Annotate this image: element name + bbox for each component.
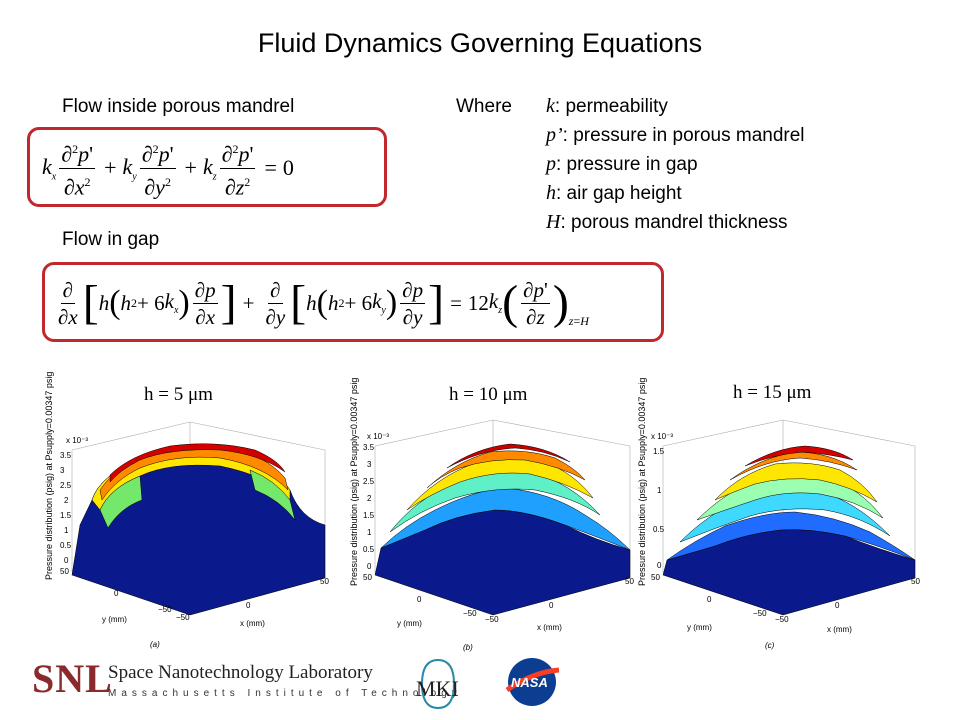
plot-c-scale: x 10⁻³ (651, 432, 674, 441)
svg-text:y (mm): y (mm) (397, 619, 422, 628)
svg-text:50: 50 (363, 573, 372, 582)
svg-text:2: 2 (64, 496, 69, 505)
plot-b-surface: 3.5 3 2.5 2 1.5 1 0.5 0 50 0 −50 0 50 −50 y (mm… (363, 419, 634, 652)
svg-text:1: 1 (64, 526, 69, 535)
svg-text:50: 50 (625, 577, 634, 586)
svg-text:x (mm): x (mm) (240, 619, 265, 628)
svg-text:0: 0 (114, 589, 119, 598)
svg-text:2: 2 (367, 494, 372, 503)
svg-text:x (mm): x (mm) (537, 623, 562, 632)
svg-text:2.5: 2.5 (363, 477, 375, 486)
where-label: Where (456, 96, 512, 117)
plot-a-label: h = 5 μm (144, 384, 213, 405)
svg-text:0: 0 (549, 601, 554, 610)
svg-text:0.5: 0.5 (363, 545, 375, 554)
variable-definitions: k: permeability p’: pressure in porous m… (546, 92, 805, 237)
svg-text:0.5: 0.5 (60, 541, 72, 550)
def-k: k: permeability (546, 95, 668, 117)
plot-c-surface: 1.5 1 0.5 0 50 0 −50 0 50 −50 y (mm) x (mm) (c… (651, 419, 920, 650)
surface-plot-c: Pressure distribution (psig) at Psupply=… (635, 350, 935, 655)
snl-logo: SNL (32, 656, 113, 701)
svg-text:50: 50 (60, 567, 69, 576)
plot-b-scale: x 10⁻³ (367, 432, 390, 441)
svg-text:1.5: 1.5 (60, 511, 72, 520)
gap-equation: ∂ ∂x [h(h 2 + 6 kx) ∂p ∂x] + ∂ ∂y [h(h 2 + 6 ky… (58, 276, 589, 329)
plot-a-scale: x 10⁻³ (66, 436, 89, 445)
svg-text:0: 0 (417, 595, 422, 604)
svg-text:1.5: 1.5 (653, 447, 665, 456)
svg-text:−50: −50 (753, 609, 767, 618)
institute-name: Massachusetts Institute of Technology (108, 688, 462, 699)
def-H: H: porous mandrel thickness (546, 211, 788, 233)
plot-a-zticks: 3.5 3 2.5 2 1.5 1 0.5 0 50 0 −50 0 50 −50 y (mm… (60, 451, 329, 649)
def-h: h: air gap height (546, 182, 682, 204)
svg-text:MKI: MKI (416, 676, 459, 701)
nasa-logo: NASA (503, 656, 561, 713)
plot-b-zticks: 3.5 3 2.5 2 1.5 1 0.5 0 50 0 −50 0 50 −50 y (mm… (363, 443, 634, 652)
svg-text:(a): (a) (150, 640, 160, 649)
svg-text:−50: −50 (485, 615, 499, 624)
svg-text:0: 0 (707, 595, 712, 604)
surface-plot-b: Pressure distribution (psig) at Psupply=… (345, 350, 645, 655)
svg-text:3: 3 (367, 460, 372, 469)
svg-text:0: 0 (64, 556, 69, 565)
svg-text:(c): (c) (765, 641, 775, 650)
plot-c-zticks: 1.5 1 0.5 0 50 0 −50 0 50 −50 y (mm) x (mm) (c… (651, 447, 920, 650)
svg-text:1: 1 (657, 486, 662, 495)
porous-flow-label: Flow inside porous mandrel (62, 96, 295, 117)
slide-title: Fluid Dynamics Governing Equations (257, 28, 703, 58)
svg-text:x (mm): x (mm) (827, 625, 852, 634)
svg-text:−50: −50 (158, 605, 172, 614)
plot-b-label: h = 10 μm (449, 384, 528, 405)
svg-text:2.5: 2.5 (60, 481, 72, 490)
lab-name: Space Nanotechnology Laboratory (108, 662, 373, 683)
svg-text:1: 1 (367, 528, 372, 537)
svg-text:3: 3 (60, 466, 65, 475)
svg-text:50: 50 (911, 577, 920, 586)
svg-text:y (mm): y (mm) (102, 615, 127, 624)
surface-plot-a: Pressure distribution (psig) at Psupply=… (40, 350, 340, 655)
svg-text:3.5: 3.5 (363, 443, 375, 452)
svg-text:50: 50 (651, 573, 660, 582)
svg-text:0: 0 (246, 601, 251, 610)
svg-text:(b): (b) (463, 643, 473, 652)
plot-c-label: h = 15 μm (733, 382, 812, 403)
porous-equation-box: kx ∂2p' ∂x2 + ky ∂2p' ∂y2 + kz ∂2p' ∂z2 = 0 (27, 127, 387, 207)
svg-text:1.5: 1.5 (363, 511, 375, 520)
svg-text:0: 0 (835, 601, 840, 610)
gap-flow-label: Flow in gap (62, 229, 160, 250)
def-p: p: pressure in gap (546, 153, 698, 175)
mki-logo: MKI (408, 656, 468, 717)
porous-equation: kx ∂2p' ∂x2 + ky ∂2p' ∂y2 + kz ∂2p' ∂z2 = 0 (42, 136, 294, 200)
def-p-prime: p’: pressure in porous mandrel (546, 124, 805, 146)
svg-text:−50: −50 (176, 613, 190, 622)
svg-text:50: 50 (320, 577, 329, 586)
svg-text:y (mm): y (mm) (687, 623, 712, 632)
svg-text:0: 0 (367, 562, 372, 571)
plot-a-surface: 3.5 3 2.5 2 1.5 1 0.5 0 50 0 −50 0 50 −50 y (mm… (60, 421, 329, 649)
svg-text:0: 0 (657, 561, 662, 570)
svg-text:0.5: 0.5 (653, 525, 665, 534)
svg-text:3.5: 3.5 (60, 451, 72, 460)
svg-text:−50: −50 (463, 609, 477, 618)
svg-text:NASA: NASA (511, 675, 548, 690)
svg-text:−50: −50 (775, 615, 789, 624)
gap-equation-box: ∂ ∂x [h(h 2 + 6 kx) ∂p ∂x] + ∂ ∂y [h(h 2 + 6 ky… (42, 262, 664, 342)
